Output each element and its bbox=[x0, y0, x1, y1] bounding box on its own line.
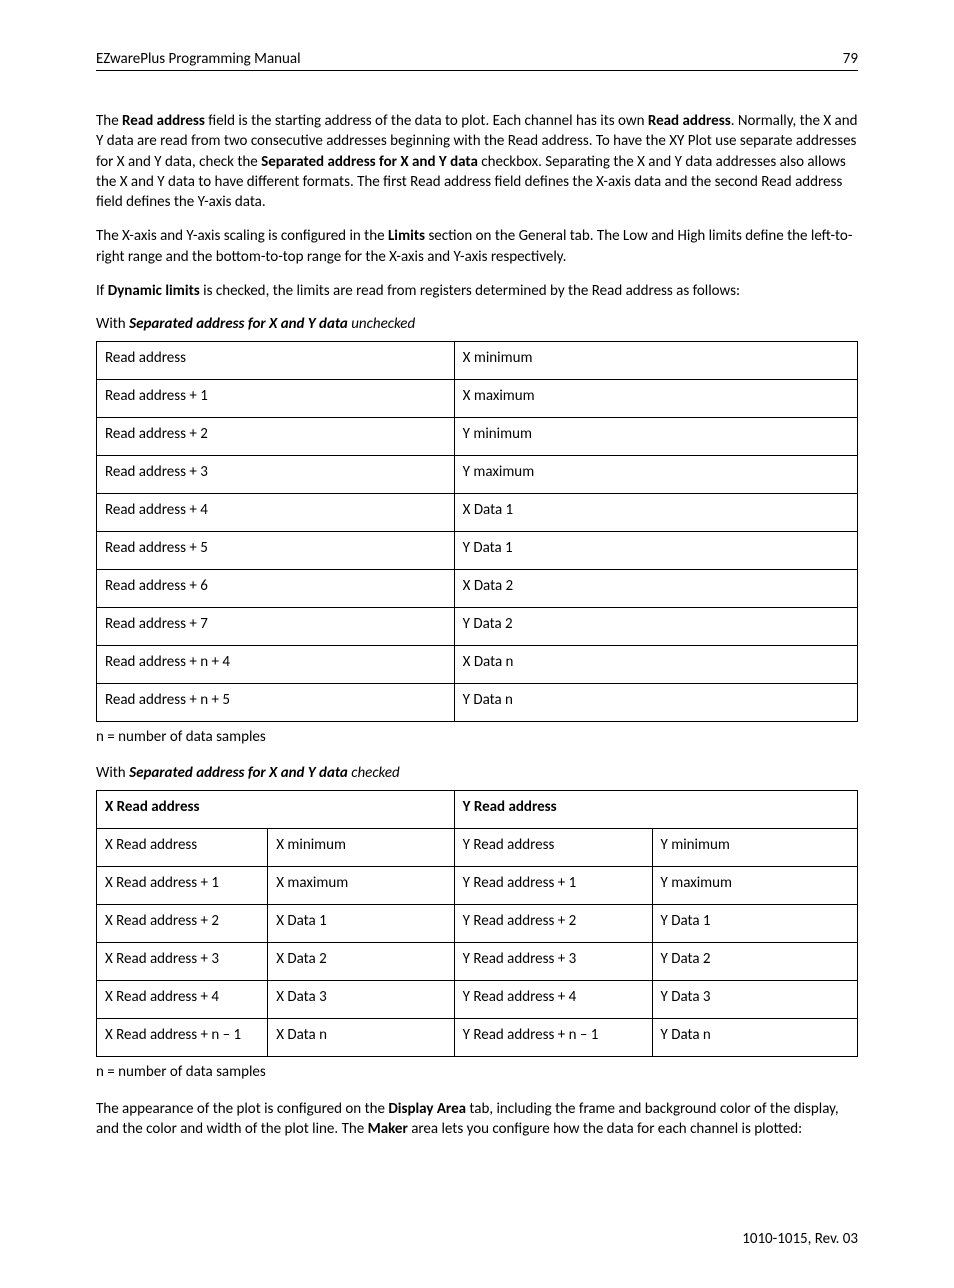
table-row: Read address + 3Y maximum bbox=[97, 456, 858, 494]
table-cell: Y Data 2 bbox=[652, 943, 857, 981]
table-row: Read address + 2Y minimum bbox=[97, 418, 858, 456]
table-row: X Read address + 3X Data 2Y Read address… bbox=[97, 943, 858, 981]
table-row: Read address + 6X Data 2 bbox=[97, 570, 858, 608]
table-cell: Y Data n bbox=[454, 684, 857, 722]
caption1-bold-italic: Separated address for X and Y data bbox=[129, 315, 348, 333]
table-cell: X Data 3 bbox=[268, 981, 454, 1019]
table1-body: Read addressX minimumRead address + 1X m… bbox=[97, 342, 858, 722]
table-cell: Y Read address + 2 bbox=[454, 905, 652, 943]
table-cell: Y Read address + 3 bbox=[454, 943, 652, 981]
table-cell: Read address + 2 bbox=[97, 418, 455, 456]
table2-body: X Read addressY Read addressX Read addre… bbox=[97, 791, 858, 1057]
table-cell: Y Read address + 4 bbox=[454, 981, 652, 1019]
table-cell: Y minimum bbox=[652, 829, 857, 867]
table-cell: Y Read address + 1 bbox=[454, 867, 652, 905]
table-cell: Read address + 4 bbox=[97, 494, 455, 532]
table-row: Read address + 4X Data 1 bbox=[97, 494, 858, 532]
table-cell: Y Data 1 bbox=[454, 532, 857, 570]
table-cell: X maximum bbox=[454, 380, 857, 418]
table-cell: X Read address + 3 bbox=[97, 943, 268, 981]
table-row: Read address + 7Y Data 2 bbox=[97, 608, 858, 646]
table-cell: Y Read address bbox=[454, 829, 652, 867]
table-row: Read address + 1X maximum bbox=[97, 380, 858, 418]
table-cell: X Read address + 2 bbox=[97, 905, 268, 943]
bold-read-address-2: Read address bbox=[648, 112, 731, 130]
table-cell: X Read address + 1 bbox=[97, 867, 268, 905]
page-header: EZwarePlus Programming Manual 79 bbox=[96, 50, 858, 71]
table-row: X Read address + 1X maximumY Read addres… bbox=[97, 867, 858, 905]
table-cell: Read address bbox=[97, 342, 455, 380]
paragraph-dynamic-limits: If Dynamic limits is checked, the limits… bbox=[96, 281, 858, 301]
table-cell: Read address + 6 bbox=[97, 570, 455, 608]
page: EZwarePlus Programming Manual 79 The Rea… bbox=[0, 0, 954, 1288]
table-unchecked: Read addressX minimumRead address + 1X m… bbox=[96, 341, 858, 722]
bold-dynamic-limits: Dynamic limits bbox=[108, 282, 200, 300]
table-header-cell: X Read address bbox=[97, 791, 455, 829]
table-cell: X Read address + 4 bbox=[97, 981, 268, 1019]
table-cell: Read address + 5 bbox=[97, 532, 455, 570]
table-row: X Read address + 4X Data 3Y Read address… bbox=[97, 981, 858, 1019]
table-cell: Y Data 2 bbox=[454, 608, 857, 646]
table-row: Read addressX minimum bbox=[97, 342, 858, 380]
bold-display-area: Display Area bbox=[388, 1100, 466, 1118]
bold-maker: Maker bbox=[368, 1120, 408, 1138]
paragraph-limits: The X-axis and Y-axis scaling is configu… bbox=[96, 226, 858, 267]
table-cell: Read address + 3 bbox=[97, 456, 455, 494]
table-cell: X minimum bbox=[268, 829, 454, 867]
caption-table2: With Separated address for X and Y data … bbox=[96, 764, 858, 782]
table-cell: X Read address + n – 1 bbox=[97, 1019, 268, 1057]
table-cell: Read address + n + 4 bbox=[97, 646, 455, 684]
table-cell: Y maximum bbox=[652, 867, 857, 905]
table-checked: X Read addressY Read addressX Read addre… bbox=[96, 790, 858, 1057]
caption-table1: With Separated address for X and Y data … bbox=[96, 315, 858, 333]
table-row: X Read address + n – 1X Data nY Read add… bbox=[97, 1019, 858, 1057]
table-cell: Y maximum bbox=[454, 456, 857, 494]
table-row: Read address + n + 5Y Data n bbox=[97, 684, 858, 722]
note-table2: n = number of data samples bbox=[96, 1063, 858, 1081]
table-cell: Y Data n bbox=[652, 1019, 857, 1057]
table-cell: Read address + 7 bbox=[97, 608, 455, 646]
table-cell: Read address + n + 5 bbox=[97, 684, 455, 722]
table-cell: X Read address bbox=[97, 829, 268, 867]
bold-separated-address: Separated address for X and Y data bbox=[261, 153, 478, 171]
bold-limits: Limits bbox=[388, 227, 425, 245]
table-header-row: X Read addressY Read address bbox=[97, 791, 858, 829]
table-header-cell: Y Read address bbox=[454, 791, 857, 829]
table-cell: Y minimum bbox=[454, 418, 857, 456]
note-table1: n = number of data samples bbox=[96, 728, 858, 746]
table-row: X Read addressX minimumY Read addressY m… bbox=[97, 829, 858, 867]
table-cell: X Data 1 bbox=[268, 905, 454, 943]
table-cell: X Data 1 bbox=[454, 494, 857, 532]
table-cell: Y Data 3 bbox=[652, 981, 857, 1019]
table-cell: X Data n bbox=[268, 1019, 454, 1057]
header-title: EZwarePlus Programming Manual bbox=[96, 50, 301, 68]
table-cell: X minimum bbox=[454, 342, 857, 380]
header-page-number: 79 bbox=[843, 50, 858, 68]
bold-read-address-1: Read address bbox=[122, 112, 205, 130]
paragraph-read-address: The Read address field is the starting a… bbox=[96, 111, 858, 212]
table-cell: X Data 2 bbox=[454, 570, 857, 608]
table-cell: Y Data 1 bbox=[652, 905, 857, 943]
caption2-bold-italic: Separated address for X and Y data bbox=[129, 764, 348, 782]
paragraph-display-area: The appearance of the plot is configured… bbox=[96, 1099, 858, 1140]
table-row: Read address + n + 4X Data n bbox=[97, 646, 858, 684]
page-footer: 1010-1015, Rev. 03 bbox=[96, 1230, 858, 1248]
table-cell: X Data 2 bbox=[268, 943, 454, 981]
table-cell: X maximum bbox=[268, 867, 454, 905]
table-row: Read address + 5Y Data 1 bbox=[97, 532, 858, 570]
table-cell: X Data n bbox=[454, 646, 857, 684]
table-cell: Y Read address + n – 1 bbox=[454, 1019, 652, 1057]
table-row: X Read address + 2X Data 1Y Read address… bbox=[97, 905, 858, 943]
table-cell: Read address + 1 bbox=[97, 380, 455, 418]
